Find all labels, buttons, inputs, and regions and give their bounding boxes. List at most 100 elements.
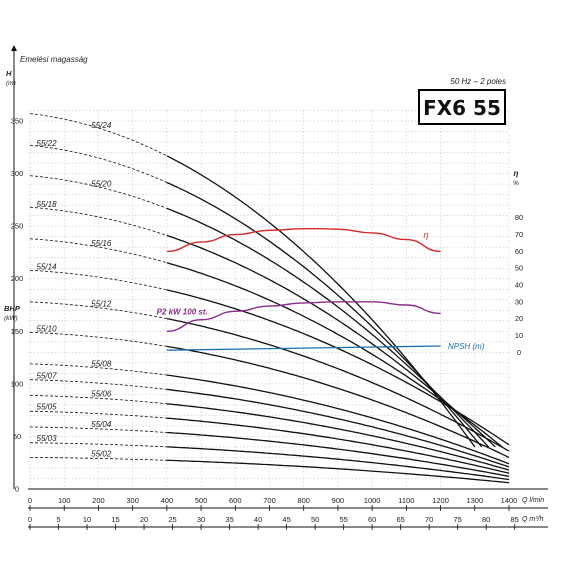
- bhp-axis-label: BHP: [4, 304, 21, 313]
- frequency-label: 50 Hz – 2 poles: [450, 77, 506, 86]
- x-tick-label-lmin: 1300: [466, 496, 483, 505]
- eff-tick-label: 50: [515, 264, 523, 273]
- curve-label-55-24: 55/24: [91, 121, 112, 130]
- x-tick-label-lmin: 1000: [364, 496, 381, 505]
- pump-curve-dashed-55-14: [29, 269, 167, 291]
- curve-label-55-14: 55/14: [37, 263, 58, 272]
- x-tick-label-m3h: 20: [140, 515, 148, 524]
- x-tick-label-m3h: 45: [282, 515, 290, 524]
- pump-curve-dashed-55-05: [29, 410, 167, 419]
- y-axis-title: Emelési magasság: [20, 55, 88, 64]
- eff-tick-label: 80: [515, 213, 523, 222]
- curve-label-55-03: 55/03: [37, 434, 58, 443]
- pump-curve-dashed-55-07: [30, 379, 167, 390]
- efficiency-curve-label: η: [423, 230, 428, 240]
- pump-curve-55-03: [166, 446, 510, 481]
- x-tick-label-lmin: 900: [332, 496, 345, 505]
- model-title: FX6 55: [423, 96, 501, 120]
- pump-curve-dashed-55-06: [29, 395, 167, 405]
- y-tick-label: 200: [11, 274, 24, 283]
- x-tick-label-m3h: 50: [311, 515, 319, 524]
- x-tick-label-m3h: 5: [56, 515, 60, 524]
- curve-label-55-02: 55/02: [91, 450, 112, 459]
- pump-curve-dashed-55-10: [29, 331, 167, 347]
- x-tick-label-lmin: 1200: [432, 496, 449, 505]
- eff-tick-label: 30: [515, 297, 523, 306]
- pump-curve-dashed-55-16: [29, 238, 168, 264]
- efficiency-curve: [166, 228, 441, 253]
- pump-curve-55-20: [166, 207, 489, 448]
- x-tick-label-m3h: 30: [197, 515, 205, 524]
- x-tick-label-lmin: 1400: [501, 496, 518, 505]
- curve-label-55-06: 55/06: [91, 390, 112, 399]
- pump-curve-55-04: [166, 431, 510, 478]
- x-tick-label-m3h: 10: [83, 515, 91, 524]
- model-box: [418, 89, 506, 125]
- pump-curve-dashed-55-03: [29, 442, 167, 448]
- power-curve-label: P2 kW 100 st.: [157, 307, 208, 316]
- y-tick-label: 350: [11, 117, 24, 126]
- pump-curve-dashed-55-02: [30, 457, 167, 461]
- curve-label-55-07: 55/07: [37, 371, 58, 380]
- x-tick-label-lmin: 300: [126, 496, 139, 505]
- auxiliary-curves: [166, 228, 441, 351]
- y-tick-label: 50: [13, 432, 21, 441]
- npsh-curve: [166, 345, 441, 351]
- y-axis-unit-m: (m): [6, 80, 16, 87]
- curve-label-55-08: 55/08: [91, 359, 112, 368]
- pump-curve-dashed-55-18: [29, 206, 168, 236]
- x-tick-label-m3h: 0: [28, 515, 32, 524]
- pump-curve-55-12: [166, 317, 510, 452]
- x-tick-label-m3h: 40: [254, 515, 262, 524]
- y-tick-label: 100: [11, 379, 24, 388]
- eff-tick-label: 70: [515, 230, 523, 239]
- y-tick-label: 150: [11, 327, 24, 336]
- curve-label-55-05: 55/05: [37, 403, 58, 412]
- y-tick-label: 300: [11, 169, 24, 178]
- eff-axis-unit: %: [513, 180, 519, 187]
- curve-label-55-12: 55/12: [91, 299, 112, 308]
- x-tick-label-lmin: 400: [161, 496, 174, 505]
- eff-tick-label: 20: [515, 314, 523, 323]
- x-tick-label-m3h: 80: [482, 515, 490, 524]
- eff-tick-label: 60: [515, 247, 523, 256]
- curve-label-55-16: 55/16: [91, 239, 112, 248]
- eff-tick-label: 10: [515, 331, 523, 340]
- bhp-axis-unit: (kW): [4, 315, 18, 322]
- eff-tick-label: 40: [515, 281, 523, 290]
- power-curve: [166, 301, 441, 332]
- y-tick-label: 250: [11, 222, 24, 231]
- curve-labels: 55/02 55/03 55/04 55/05 55/06 55/07 55/08 55/10…: [37, 121, 112, 458]
- x-tick-label-lmin: 100: [58, 496, 71, 505]
- x-tick-label-lmin: 500: [195, 496, 208, 505]
- x-axis-label-lmin: Q l/min: [522, 497, 544, 504]
- x-tick-label-lmin: 800: [297, 496, 310, 505]
- pump-curve-55-07: [166, 388, 510, 468]
- x-tick-label-m3h: 65: [396, 515, 404, 524]
- x-tick-label-lmin: 600: [229, 496, 242, 505]
- pump-curves: [29, 113, 510, 484]
- pump-curve-55-06: [166, 403, 510, 471]
- x-tick-label-lmin: 1100: [398, 496, 414, 505]
- x-tick-label-m3h: 15: [111, 515, 119, 524]
- x-tick-label-m3h: 55: [339, 515, 347, 524]
- curve-label-55-10: 55/10: [37, 324, 58, 333]
- pump-curve-55-05: [166, 417, 510, 474]
- pump-curve-55-24: [166, 155, 476, 448]
- eff-axis-label: η: [514, 169, 519, 178]
- x-tick-label-m3h: 70: [425, 515, 433, 524]
- pump-curve-55-08: [166, 374, 510, 465]
- x-tick-label-lmin: 200: [92, 496, 105, 505]
- x-tick-label-m3h: 75: [454, 515, 462, 524]
- npsh-curve-label: NPSH (m): [448, 342, 485, 351]
- x-tick-label-lmin: 0: [28, 496, 32, 505]
- pump-curve-dashed-55-20: [29, 175, 168, 209]
- x-tick-label-m3h: 35: [225, 515, 233, 524]
- pump-curve-dashed-55-22: [29, 144, 168, 183]
- curve-label-55-18: 55/18: [37, 200, 58, 209]
- curve-label-55-20: 55/20: [91, 180, 112, 189]
- x-tick-label-m3h: 85: [511, 515, 519, 524]
- pump-curve-dashed-55-08: [29, 363, 167, 376]
- pump-curve-55-16: [166, 262, 503, 448]
